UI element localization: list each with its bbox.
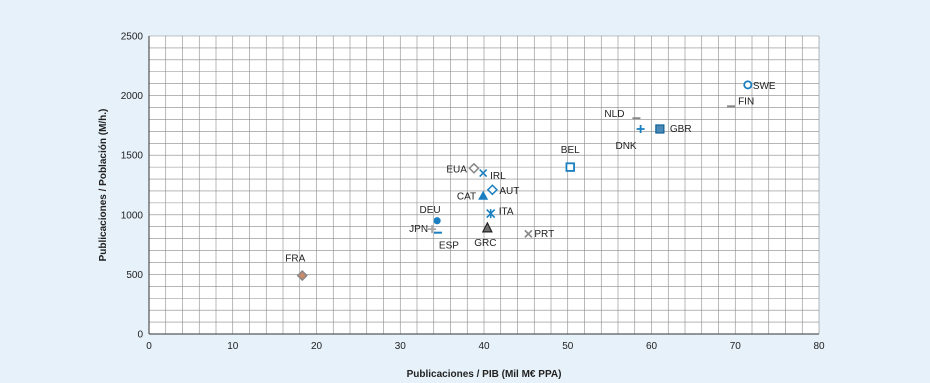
y-tick-label: 2500: [121, 32, 144, 43]
point-esp: [433, 231, 442, 234]
point-gbr: [655, 124, 665, 134]
point-label-aut: AUT: [499, 186, 519, 197]
y-tick-label: 1500: [121, 151, 144, 162]
x-tick-label: 10: [227, 341, 239, 352]
x-tick-label: 30: [395, 341, 407, 352]
x-tick-label: 40: [478, 341, 490, 352]
point-eua: [468, 162, 480, 174]
point-nld: [632, 117, 641, 120]
point-label-dnk: DNK: [615, 141, 636, 152]
axes: [148, 36, 819, 335]
point-label-swe: SWE: [753, 81, 776, 92]
point-label-grc: GRC: [474, 238, 496, 249]
point-label-eua: EUA: [446, 164, 467, 175]
point-label-jpn: JPN: [409, 224, 428, 235]
y-tick-label: 1000: [121, 210, 144, 221]
x-tick-label: 80: [813, 341, 825, 352]
point-dnk: [636, 124, 645, 133]
y-tick-label: 0: [137, 330, 143, 341]
gridlines: [148, 35, 820, 335]
point-deu: [433, 217, 441, 225]
point-label-nld: NLD: [604, 109, 624, 120]
point-fin: [727, 105, 736, 108]
x-tick-label: 50: [562, 341, 574, 352]
point-label-deu: DEU: [420, 205, 441, 216]
x-axis-title: Publicaciones / PIB (Mil M€ PPA): [407, 369, 562, 380]
point-label-ita: ITA: [499, 207, 514, 218]
point-label-prt: PRT: [534, 229, 554, 240]
point-grc: [481, 221, 493, 233]
point-labels: SWE FIN NLD DNK GBR BEL EUA IRL AUT CAT ITA DEU GRC J…: [285, 81, 776, 265]
y-tick-label: 500: [126, 270, 143, 281]
point-label-cat: CAT: [457, 192, 476, 203]
point-aut: [486, 184, 498, 196]
point-ita: [486, 209, 496, 219]
point-swe: [743, 80, 753, 90]
x-tick-label: 60: [646, 341, 658, 352]
point-label-bel: BEL: [561, 145, 580, 156]
x-tick-label: 0: [146, 341, 152, 352]
point-fra: [296, 270, 308, 282]
y-axis-title: Publicaciones / Población (M/h.): [98, 109, 109, 262]
point-label-fra: FRA: [285, 254, 305, 265]
point-label-esp: ESP: [439, 241, 459, 252]
point-irl: [479, 169, 488, 178]
data-points: [296, 80, 753, 282]
point-jpn: [428, 225, 437, 234]
point-bel: [565, 162, 575, 172]
point-cat: [478, 190, 489, 200]
point-label-irl: IRL: [490, 171, 506, 182]
point-prt: [524, 229, 533, 238]
point-label-fin: FIN: [738, 96, 754, 107]
tick-labels: 0 10 20 30 40 50 60 70 80 0 500 1000 1500 2000 2500: [121, 32, 825, 353]
x-tick-label: 70: [730, 341, 742, 352]
y-tick-label: 2000: [121, 91, 144, 102]
x-tick-label: 20: [311, 341, 323, 352]
point-label-gbr: GBR: [670, 124, 692, 135]
